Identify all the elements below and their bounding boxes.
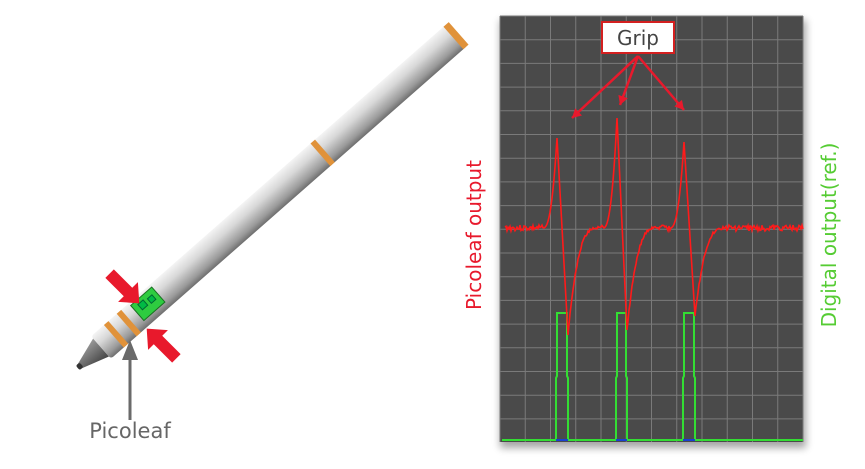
grip-arrow-head (674, 99, 684, 110)
pen-ring (116, 309, 141, 337)
picoleaf-pointer-head (122, 340, 138, 360)
picoleaf-label: Picoleaf (89, 419, 171, 443)
grip-arrow-line (637, 55, 685, 111)
pen-ring (443, 22, 469, 50)
picoleaf-output-trace (504, 117, 804, 336)
press-arrow-top (105, 269, 140, 304)
digital-output-trace (502, 312, 803, 441)
pen-illustration (76, 22, 469, 370)
grip-arrow-head (618, 94, 628, 105)
grip-arrow-head (572, 108, 582, 118)
picoleaf-sensor (129, 286, 166, 322)
pen-barrel (92, 23, 467, 358)
left-axis-label: Picoleaf output (462, 160, 486, 310)
pen-ring (103, 321, 129, 348)
press-arrow-bottom (146, 328, 181, 363)
grip-callout-text: Grip (617, 26, 659, 50)
grip-callout-box (601, 21, 675, 54)
grip-arrow-line (571, 55, 639, 119)
right-axis-label: Digital output(ref.) (817, 143, 841, 328)
pen-ring (310, 139, 335, 167)
grip-callout-arrows (571, 55, 685, 119)
pen-tip (78, 338, 109, 369)
